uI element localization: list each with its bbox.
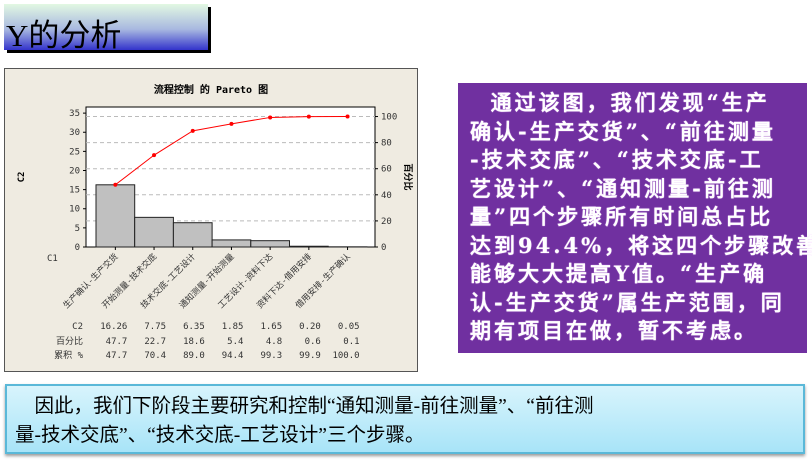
x-axis-label: C1 bbox=[47, 254, 58, 264]
analysis-text-box: 通过该图，我们发现“生产 确认-生产交货”、“前往测量 -技术交底”、“技术交底… bbox=[458, 83, 812, 353]
y2-tick-label: 40 bbox=[381, 191, 392, 201]
pareto-bar bbox=[172, 222, 213, 248]
table-row-label: C2 bbox=[72, 322, 83, 332]
analysis-line: 艺设计”、“通知测量-前往测 bbox=[470, 175, 776, 201]
y-tick-label: 25 bbox=[69, 147, 80, 157]
table-cell: 1.85 bbox=[222, 322, 244, 332]
pareto-bar bbox=[95, 184, 136, 248]
y-tick-label: 10 bbox=[69, 205, 80, 215]
table-cell: 7.75 bbox=[144, 322, 166, 332]
pareto-bar bbox=[134, 216, 174, 248]
y2-tick-label: 80 bbox=[381, 139, 392, 149]
table-cell: 70.4 bbox=[144, 351, 166, 361]
analysis-line: 量”四个步骤所有时间总占比 bbox=[470, 204, 774, 229]
table-cell: 100.0 bbox=[332, 351, 359, 361]
table-cell: 99.9 bbox=[299, 351, 321, 361]
conclusion-line: 因此，我们下阶段主要研究和控制“通知测量-前往测量”、“前往测 bbox=[15, 396, 594, 417]
pareto-chart-frame: 流程控制 的 Pareto 图 0 5 10 15 20 25 30 35 0 20 40 60 80 10… bbox=[4, 68, 418, 372]
slide-title: Y的分析 bbox=[6, 18, 122, 53]
cumulative-point bbox=[268, 115, 273, 120]
analysis-line: 确认-生产交货”、“前往测量 bbox=[470, 118, 776, 144]
table-cell: 0.05 bbox=[338, 322, 360, 332]
pareto-bar bbox=[211, 239, 252, 248]
table-cell: 94.4 bbox=[222, 351, 244, 361]
table-cell: 22.7 bbox=[144, 337, 166, 347]
table-cell: 0.1 bbox=[343, 337, 359, 347]
table-cell: 47.7 bbox=[106, 351, 128, 361]
table-row-label: 累积 % bbox=[54, 349, 83, 361]
y2-tick-label: 0 bbox=[381, 243, 386, 253]
analysis-line: -技术交底”、“技术交底-工 bbox=[470, 147, 764, 172]
cumulative-point bbox=[190, 128, 195, 133]
y2-tick-label: 20 bbox=[381, 217, 392, 227]
table-cell: 47.7 bbox=[106, 337, 128, 347]
table-cell: 0.6 bbox=[305, 337, 321, 347]
analysis-line: 认-生产交货”属生产范围，同 bbox=[470, 289, 785, 315]
y-tick-label: 5 bbox=[75, 224, 80, 234]
slide-title-box: Y的分析 bbox=[4, 4, 208, 53]
table-cell: 6.35 bbox=[183, 322, 205, 332]
cumulative-point bbox=[229, 121, 234, 126]
y-axis-label: C2 bbox=[17, 172, 27, 183]
table-cell: 4.8 bbox=[266, 337, 282, 347]
y-tick-label: 20 bbox=[69, 166, 80, 176]
y2-tick-label: 100 bbox=[381, 113, 397, 123]
table-cell: 89.0 bbox=[183, 351, 205, 361]
analysis-line: 期有项目在做，暂不考虑。 bbox=[470, 318, 758, 343]
pareto-chart: 流程控制 的 Pareto 图 0 5 10 15 20 25 30 35 0 20 40 60 80 10… bbox=[17, 83, 414, 361]
y-tick-label: 30 bbox=[69, 128, 80, 138]
analysis-line: 能够大大提高Y值。“生产确 bbox=[470, 261, 768, 286]
table-cell: 1.65 bbox=[260, 322, 282, 332]
conclusion-box: 因此，我们下阶段主要研究和控制“通知测量-前往测量”、“前往测 量-技术交底”、… bbox=[5, 384, 805, 454]
y2-axis-label: 百分比 bbox=[402, 163, 414, 190]
cumulative-point bbox=[306, 114, 311, 119]
table-row-label: 百分比 bbox=[56, 335, 83, 347]
table-cell: 18.6 bbox=[183, 337, 205, 347]
analysis-line: 达到94.4%，将这四个步骤改善 bbox=[470, 232, 812, 258]
pareto-bar bbox=[250, 240, 291, 248]
analysis-line: 通过该图，我们发现“生产 bbox=[470, 90, 770, 115]
y-tick-label: 15 bbox=[69, 186, 80, 196]
cumulative-point bbox=[113, 182, 118, 187]
table-cell: 99.3 bbox=[260, 351, 282, 361]
cumulative-point bbox=[345, 114, 350, 119]
y-tick-label: 0 bbox=[75, 243, 80, 253]
table-cell: 5.4 bbox=[227, 337, 243, 347]
chart-title: 流程控制 的 Pareto 图 bbox=[154, 83, 268, 96]
table-cell: 16.26 bbox=[100, 322, 127, 332]
y-tick-label: 35 bbox=[69, 109, 80, 119]
cumulative-point bbox=[152, 153, 157, 158]
y2-tick-label: 60 bbox=[381, 165, 392, 175]
conclusion-line: 量-技术交底”、“技术交底-工艺设计”三个步骤。 bbox=[15, 425, 425, 446]
pareto-bar bbox=[289, 245, 329, 248]
table-cell: 0.20 bbox=[299, 322, 321, 332]
